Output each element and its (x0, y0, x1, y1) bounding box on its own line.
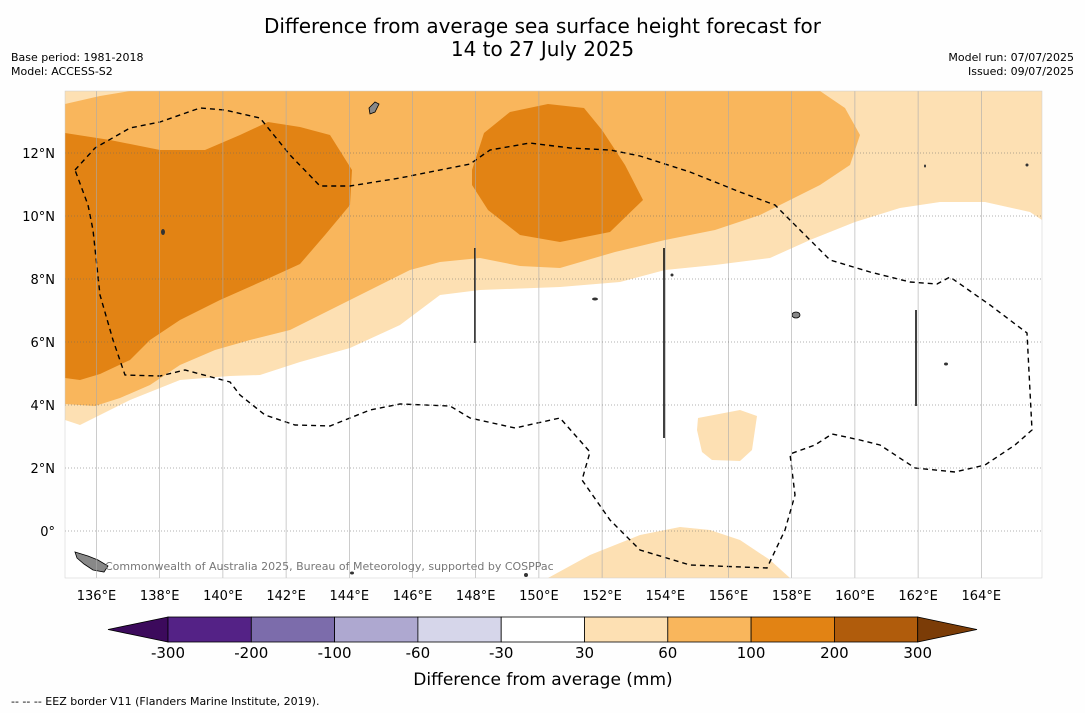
x-tick-label: 162°E (898, 589, 938, 604)
base-period-text: Base period: 1981-2018 (11, 51, 144, 64)
x-tick-label: 158°E (772, 589, 812, 604)
x-axis-ticks: 136°E 138°E 140°E 142°E 144°E 146°E 148°E 150°E… (77, 589, 1001, 604)
map-title-line2: 14 to 27 July 2025 (450, 37, 635, 61)
x-tick-label: 152°E (582, 589, 622, 604)
anomaly-band-100-200-east (472, 104, 643, 242)
land-islet (670, 273, 674, 277)
land-island-north (368, 101, 380, 115)
colorbar-tick-label: -300 (151, 644, 185, 662)
land-islet (924, 164, 926, 168)
anomaly-band-100-200-west (65, 122, 352, 380)
x-tick-label: 142°E (266, 589, 306, 604)
y-tick-label: 4°N (31, 399, 56, 414)
x-tick-label: 144°E (330, 589, 370, 604)
land-islet (592, 297, 598, 301)
y-axis-ticks: 12°N 10°N 8°N 6°N 4°N 2°N 0° (22, 147, 55, 540)
colorbar-segment (667, 616, 752, 643)
copyright-text: Commonwealth of Australia 2025, Bureau o… (105, 560, 554, 573)
y-tick-label: 8°N (31, 273, 56, 288)
x-tick-label: 140°E (203, 589, 243, 604)
colorbar-tick-label: -60 (406, 644, 431, 662)
x-tick-label: 154°E (646, 589, 686, 604)
x-tick-label: 156°E (709, 589, 749, 604)
x-tick-label: 138°E (140, 589, 180, 604)
colorbar-tick-label: -100 (318, 644, 352, 662)
model-text: Model: ACCESS-S2 (11, 65, 113, 78)
land-islet (944, 362, 948, 366)
y-tick-label: 12°N (22, 147, 55, 162)
land-islet (524, 573, 528, 577)
colorbar-segment (334, 616, 419, 643)
land-pohnpei (791, 311, 801, 319)
x-tick-label: 148°E (456, 589, 496, 604)
x-tick-label: 160°E (835, 589, 875, 604)
x-tick-label: 136°E (77, 589, 117, 604)
anomaly-band-30-60-island (697, 410, 757, 461)
colorbar-tick-label: -200 (234, 644, 268, 662)
colorbar-segment (250, 616, 336, 643)
colorbar: -300 -200 -100 -60 -30 30 60 100 200 300 (107, 616, 978, 662)
colorbar-min-extension (107, 616, 169, 643)
colorbar-title: Difference from average (mm) (413, 670, 672, 690)
y-tick-label: 0° (40, 525, 55, 540)
colorbar-tick-label: 300 (903, 644, 932, 662)
colorbar-tick-label: 200 (820, 644, 849, 662)
land-islet (161, 229, 165, 235)
y-tick-label: 6°N (31, 336, 56, 351)
colorbar-tick-label: 60 (658, 644, 677, 662)
x-tick-label: 150°E (519, 589, 559, 604)
land-islet (1025, 163, 1029, 167)
x-tick-label: 164°E (962, 589, 1002, 604)
map-title-line1: Difference from average sea surface heig… (263, 14, 822, 38)
colorbar-max-extension (917, 616, 978, 643)
colorbar-segment (584, 616, 669, 643)
colorbar-segment (417, 616, 502, 643)
land-papua (74, 551, 109, 573)
gridlines (65, 91, 1042, 578)
footer-note: -- -- -- EEZ border V11 (Flanders Marine… (11, 695, 320, 708)
colorbar-tick-label: -30 (489, 644, 514, 662)
x-tick-label: 146°E (393, 589, 433, 604)
colorbar-segment (834, 616, 919, 643)
model-run-text: Model run: 07/07/2025 (948, 51, 1074, 64)
boundary-lines (474, 248, 917, 438)
anomaly-band-30-60-south (548, 527, 790, 578)
colorbar-segment (750, 616, 835, 643)
y-tick-label: 2°N (31, 462, 56, 477)
map-area: Commonwealth of Australia 2025, Bureau o… (65, 91, 1042, 578)
colorbar-segment (500, 616, 585, 643)
issued-text: Issued: 09/07/2025 (967, 65, 1074, 78)
y-tick-label: 10°N (22, 210, 55, 225)
colorbar-tick-label: 100 (737, 644, 766, 662)
colorbar-segment (167, 616, 252, 643)
colorbar-tick-label: 30 (575, 644, 594, 662)
map-frame (64, 90, 1043, 579)
land-islet (350, 571, 354, 575)
